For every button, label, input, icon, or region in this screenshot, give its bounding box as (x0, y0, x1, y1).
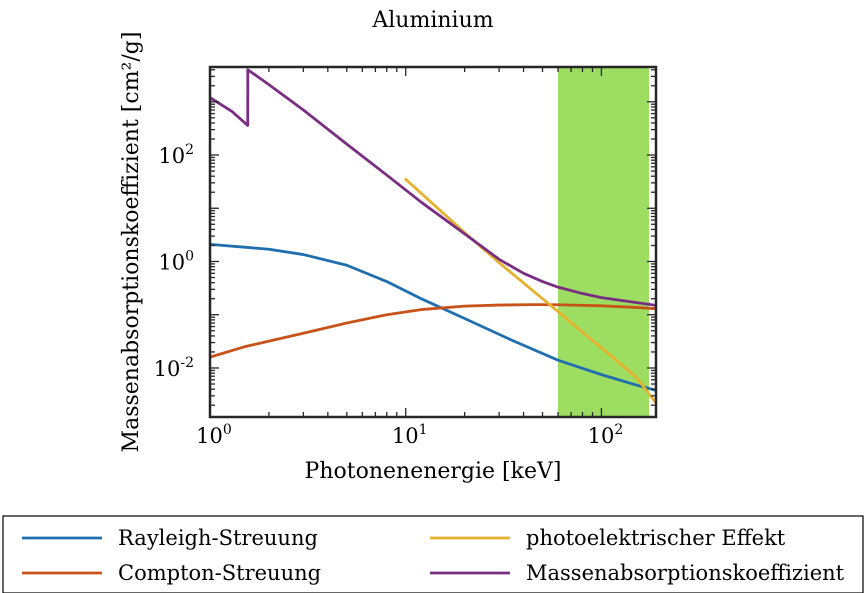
legend: Rayleigh-Streuung Compton-Streuung photoel… (2, 515, 864, 593)
x-axis-label: Photonenenergie [keV] (305, 459, 562, 484)
legend-box (2, 515, 864, 593)
legend-label: Rayleigh-Streuung (118, 526, 318, 550)
y-tick-label: 10-2 (154, 355, 194, 381)
plot-frame (208, 65, 658, 419)
highlight-band (558, 67, 650, 417)
series-line-2 (210, 303, 656, 359)
legend-label: Massenabsorptionskoeffizient (526, 561, 845, 585)
series-line-4 (210, 68, 656, 307)
chart-title: Aluminium (371, 8, 493, 33)
x-tick-label: 102 (588, 422, 624, 448)
plot-area: 100 101 102 10-2 100 102 (154, 65, 658, 448)
legend-label: Compton-Streuung (118, 561, 321, 585)
y-axis-label: Massenabsorptionskoeffizient [cm²/g] (119, 32, 144, 453)
x-tick-label: 100 (196, 422, 232, 448)
x-tick-label: 101 (392, 422, 428, 448)
y-tick-label: 100 (158, 248, 194, 274)
legend-label: photoelektrischer Effekt (526, 526, 786, 550)
y-tick-label: 102 (158, 142, 194, 168)
